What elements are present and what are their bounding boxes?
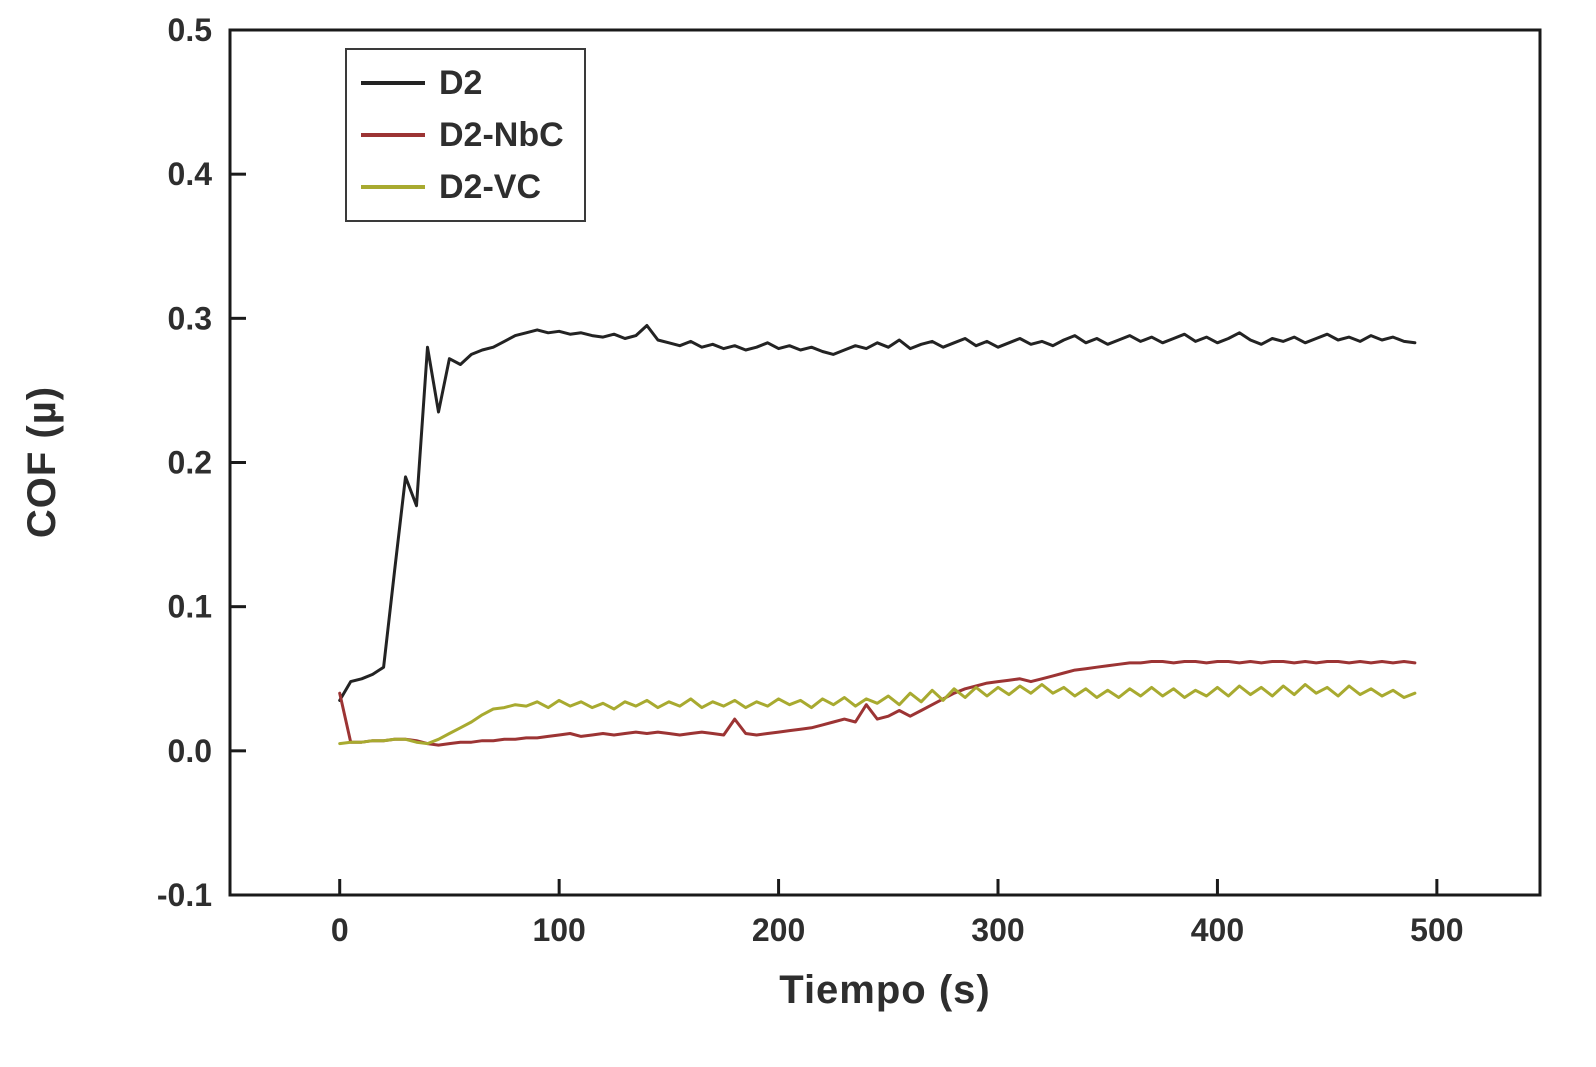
x-tick-label: 0 [331,912,349,948]
y-tick-label: 0.1 [168,589,212,625]
y-tick-label: 0.5 [168,12,212,48]
legend-swatch-d2-vc-line [361,185,425,189]
y-tick-label: 0.0 [168,733,212,769]
y-axis-label: COF (µ) [20,385,64,539]
legend-label: D2-VC [439,168,542,206]
series-line-d2 [338,324,1417,702]
x-tick-label: 200 [752,912,805,948]
legend-swatch-d2-nbc-line [361,133,425,137]
x-tick-label: 500 [1410,912,1463,948]
legend-entry-d2: D2 [361,58,564,108]
series-line-d2-vc [338,683,1417,746]
legend-swatch-d2-line [361,81,425,85]
x-tick-label: 100 [532,912,585,948]
y-tick-label: 0.4 [168,156,213,192]
legend-label: D2-NbC [439,116,564,154]
y-tick-label: -0.1 [157,877,212,913]
x-axis-label: Tiempo (s) [779,968,991,1012]
legend-label: D2 [439,64,483,102]
y-tick-label: 0.3 [168,300,212,336]
legend: D2 D2-NbC D2-VC [345,48,586,222]
x-tick-label: 400 [1191,912,1244,948]
y-tick-label: 0.2 [168,445,212,481]
legend-entry-d2-nbc: D2-NbC [361,110,564,160]
x-tick-label: 300 [971,912,1024,948]
legend-entry-d2-vc: D2-VC [361,162,564,212]
series-line-d2-nbc [338,660,1417,747]
